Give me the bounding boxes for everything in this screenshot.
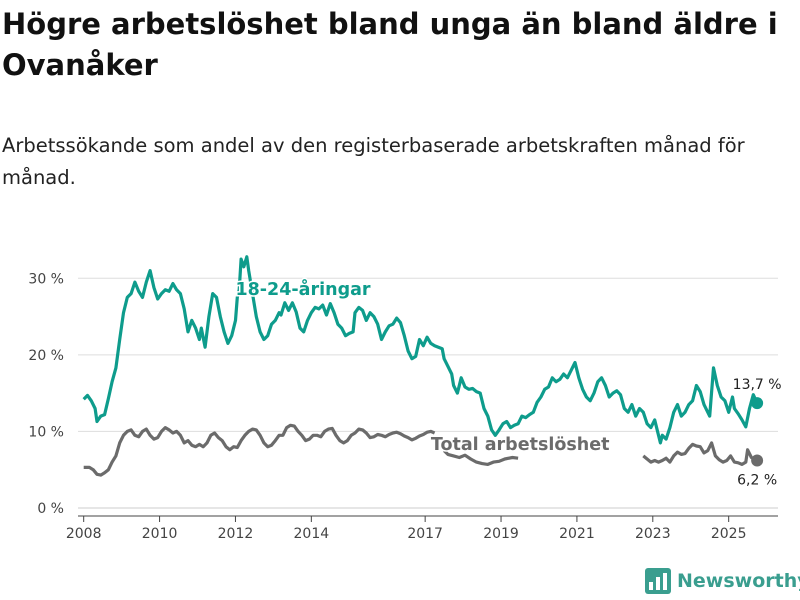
series-labels: 18-24-åringar Total arbetslöshet 13,7 % 6,2… [234,277,782,489]
youth-series-label: 18-24-åringar [235,278,370,300]
gridlines [78,277,778,509]
total-end-value: 6,2 % [737,473,777,489]
x-tick-label: 2014 [294,526,330,542]
youth-end-marker [751,397,764,410]
series-total-line-1 [442,449,519,466]
x-tick-label: 2025 [711,526,747,542]
total-end-marker [751,454,764,467]
y-axis: 0 % 10 % 20 % 30 % [28,271,64,517]
newsworthy-icon [645,568,671,594]
series-lines [82,255,764,477]
youth-end-value: 13,7 % [733,377,782,393]
series-total-line-2 [642,441,758,466]
chart-subtitle: Arbetssökande som andel av den registerb… [2,134,745,189]
x-tick-label: 2021 [559,526,595,542]
x-tick-label: 2019 [483,526,519,542]
brand-logo[interactable]: Newsworthy [645,568,800,594]
series-youth-line [82,255,759,445]
x-tick-label: 2010 [142,526,178,542]
x-tick-label: 2008 [66,526,102,542]
y-tick-label: 30 % [28,271,64,287]
x-tick-label: 2012 [218,526,254,542]
y-tick-label: 10 % [28,424,64,440]
series-total-line-0 [83,423,436,477]
y-tick-label: 20 % [28,348,64,364]
y-tick-label: 0 % [37,501,64,517]
x-tick-label: 2017 [407,526,443,542]
brand-name: Newsworthy [677,570,800,592]
x-axis: 2008 2010 2012 2014 2017 2019 2021 2023 2025 [66,515,778,542]
chart-title: Högre arbetslöshet bland unga än bland ä… [2,7,778,82]
total-series-label: Total arbetslöshet [431,435,610,455]
x-tick-label: 2023 [635,526,671,542]
